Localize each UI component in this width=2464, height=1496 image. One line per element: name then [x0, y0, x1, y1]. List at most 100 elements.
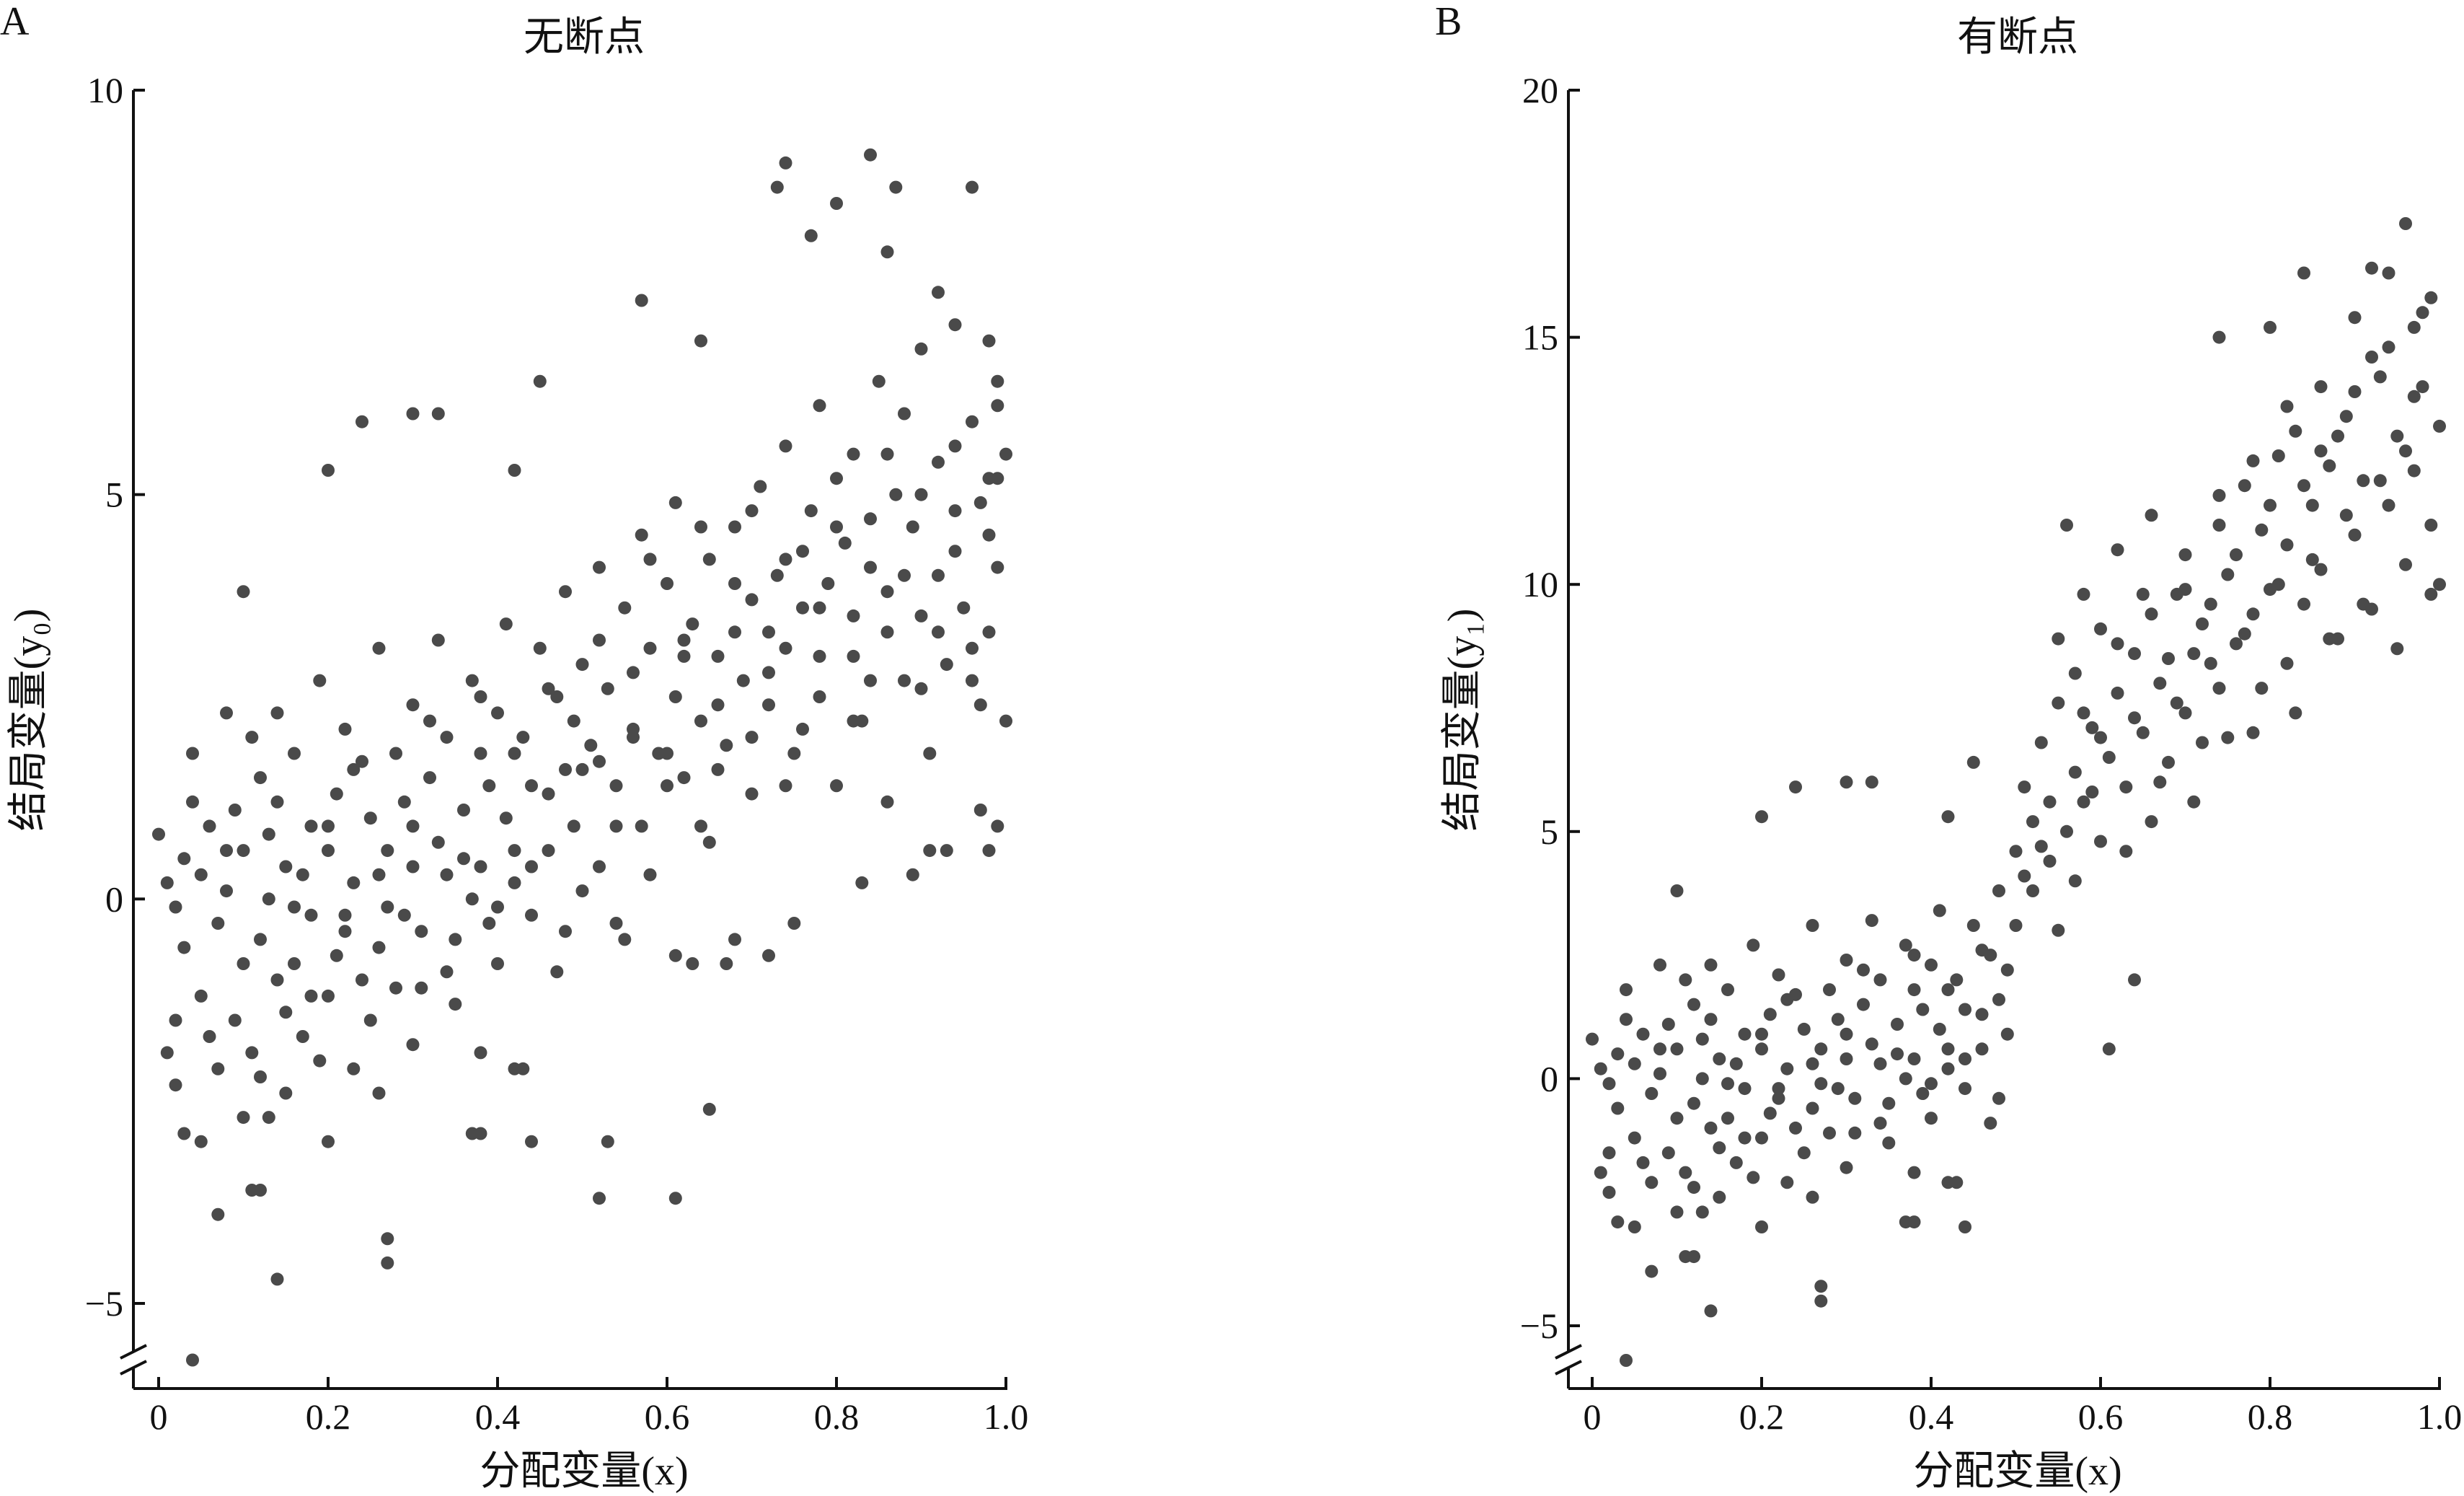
scatter-point [1941, 1042, 1955, 1056]
scatter-point [2034, 840, 2048, 853]
scatter-point [627, 731, 640, 744]
scatter-point [559, 925, 572, 938]
scatter-point [677, 771, 691, 785]
scatter-point [728, 577, 741, 590]
scatter-point [2399, 444, 2412, 458]
scatter-point [838, 536, 852, 550]
scatter-point [864, 560, 877, 574]
scatter-point [1857, 998, 1870, 1011]
scatter-point [966, 674, 979, 687]
scatter-point [1611, 1101, 1625, 1115]
scatter-point [982, 844, 996, 858]
scatter-point [465, 892, 479, 906]
scatter-point [296, 1030, 309, 1043]
scatter-point [593, 860, 606, 874]
scatter-point [973, 804, 987, 817]
scatter-points-b [1586, 217, 2446, 1367]
scatter-point [550, 690, 564, 703]
scatter-point [220, 706, 233, 720]
scatter-point [966, 641, 979, 655]
scatter-point [804, 504, 818, 518]
scatter-point [982, 334, 996, 348]
scatter-point [1772, 1082, 1785, 1096]
scatter-point [169, 1013, 182, 1027]
scatter-point [779, 439, 792, 453]
scatter-point [313, 1054, 327, 1068]
scatter-point [2068, 765, 2082, 779]
scatter-point [2407, 464, 2421, 478]
scatter-point [2060, 519, 2073, 532]
scatter-point [830, 197, 843, 210]
scatter-point [821, 577, 835, 590]
scatter-point [1966, 919, 1980, 932]
scatter-point [661, 577, 674, 590]
y-tick-label: 10 [1522, 564, 1558, 604]
scatter-point [745, 593, 759, 607]
scatter-point [262, 1111, 275, 1125]
scatter-point [457, 804, 470, 817]
scatter-point [2390, 429, 2404, 443]
scatter-point [575, 658, 589, 672]
scatter-point [2000, 963, 2014, 977]
scatter-point [559, 585, 572, 599]
scatter-point [2238, 479, 2251, 493]
scatter-point [720, 957, 733, 970]
scatter-point [431, 407, 445, 421]
scatter-point [516, 1062, 530, 1075]
scatter-point [2204, 656, 2217, 670]
scatter-point [1992, 993, 2005, 1006]
scatter-point [372, 941, 386, 954]
scatter-point [948, 504, 962, 518]
scatter-point [2416, 306, 2429, 320]
scatter-point [830, 520, 843, 534]
scatter-point [923, 844, 937, 858]
y-axis-label-a: 结局变量(y₀) [6, 609, 51, 832]
scatter-point [322, 464, 335, 477]
y-axis-break-mark [1555, 1344, 1582, 1360]
scatter-point [499, 617, 513, 631]
scatter-point [1687, 1250, 1700, 1264]
scatter-point [2102, 1042, 2116, 1056]
scatter-point [668, 690, 682, 703]
scatter-point [288, 747, 301, 760]
scatter-point [864, 148, 877, 162]
scatter-point [1992, 884, 2005, 897]
scatter-point [2018, 869, 2031, 883]
scatter-point [2289, 424, 2302, 438]
x-tick-label: 1.0 [2417, 1396, 2463, 1437]
scatter-point [2230, 637, 2243, 651]
scatter-point [2153, 775, 2167, 789]
scatter-point [1636, 1156, 1650, 1169]
scatter-point [1755, 1220, 1768, 1233]
scatter-point [1620, 983, 1633, 997]
scatter-point [668, 1192, 682, 1205]
scatter-point [2128, 647, 2141, 661]
scatter-point [2433, 419, 2446, 433]
scatter-point [1941, 983, 1955, 997]
scatter-point [2399, 217, 2412, 230]
scatter-point [914, 682, 928, 695]
scatter-point [1840, 954, 1853, 967]
scatter-point [2178, 583, 2192, 597]
scatter-point [322, 989, 335, 1003]
scatter-point [2128, 711, 2141, 725]
scatter-point [1628, 1220, 1641, 1233]
scatter-point [1882, 1096, 1896, 1110]
scatter-point [609, 819, 623, 833]
scatter-point [542, 787, 555, 801]
scatter-point [1704, 1121, 1718, 1135]
scatter-point [2009, 919, 2023, 932]
scatter-point [661, 747, 674, 760]
scatter-point [830, 779, 843, 793]
scatter-point [2424, 519, 2438, 532]
scatter-point [991, 374, 1004, 388]
scatter-point [1873, 1057, 1887, 1070]
scatter-point [779, 156, 792, 170]
scatter-point [677, 633, 691, 647]
scatter-point [1992, 1091, 2005, 1105]
scatter-point [1916, 1087, 1930, 1100]
scatter-point [237, 957, 250, 970]
scatter-point [813, 601, 826, 615]
scatter-point [177, 1127, 191, 1140]
scatter-point [2255, 682, 2269, 695]
